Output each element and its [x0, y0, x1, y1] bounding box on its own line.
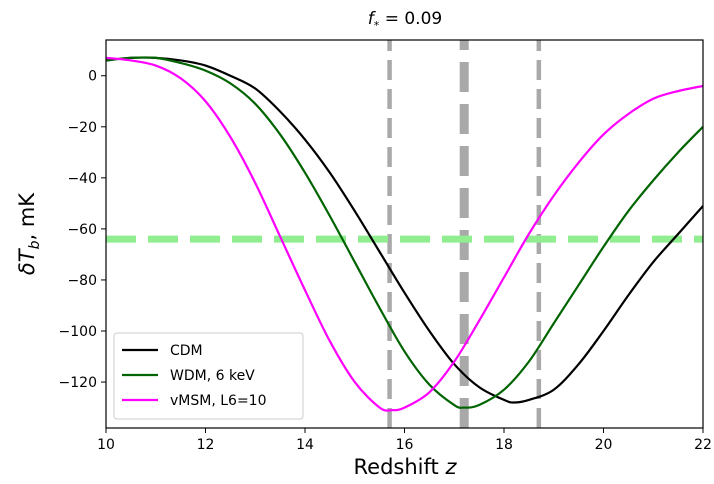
- legend-label-2: WDM, 6 keV: [170, 368, 255, 384]
- x-axis-label: Redshift z: [354, 455, 458, 479]
- x-tick-label: 22: [694, 437, 712, 453]
- y-tick-label: −120: [59, 375, 97, 391]
- series-line-1: [106, 56, 703, 404]
- x-tick-label: 20: [595, 437, 613, 453]
- title-rest: = 0.09: [379, 9, 442, 29]
- legend-box: [113, 332, 304, 420]
- x-tick-label: 14: [296, 437, 314, 453]
- x-tick-label: 10: [97, 437, 115, 453]
- series-lines: [106, 56, 703, 412]
- x-axis-label-var: z: [444, 455, 457, 479]
- y-axis-label: δTb, mK: [15, 192, 43, 275]
- chart-title: f* = 0.09: [368, 9, 442, 32]
- title-var: f: [368, 9, 377, 29]
- x-axis-label-text: Redshift: [354, 455, 446, 479]
- y-axis-label-rest: , mK: [15, 192, 39, 241]
- y-axis-label-sub: b: [27, 240, 43, 249]
- reference-lines: [106, 40, 703, 428]
- x-tick-label: 16: [396, 437, 414, 453]
- y-axis-label-delta: δ: [15, 262, 39, 275]
- legend: CDM WDM, 6 keV vMSM, L6=10: [113, 332, 304, 420]
- y-tick-label: −60: [67, 222, 97, 238]
- legend-label-1: CDM: [170, 343, 203, 359]
- series-line-3: [106, 56, 703, 412]
- legend-label-3: vMSM, L6=10: [170, 393, 266, 409]
- title-sub: *: [374, 19, 380, 32]
- x-tick-label: 12: [197, 437, 215, 453]
- y-tick-label: −20: [67, 120, 97, 136]
- x-tick-label: 18: [495, 437, 513, 453]
- y-tick-label: −100: [59, 324, 97, 340]
- series-line-2: [106, 56, 703, 409]
- y-tick-label: 0: [88, 69, 97, 85]
- y-tick-label: −80: [67, 273, 97, 289]
- y-axis-label-var: T: [15, 247, 39, 262]
- y-tick-label: −40: [67, 171, 97, 187]
- axis-ticks: 10 12 14 16 18 20 22 0 −20 −40 −60 −80 −100 −120: [59, 69, 712, 453]
